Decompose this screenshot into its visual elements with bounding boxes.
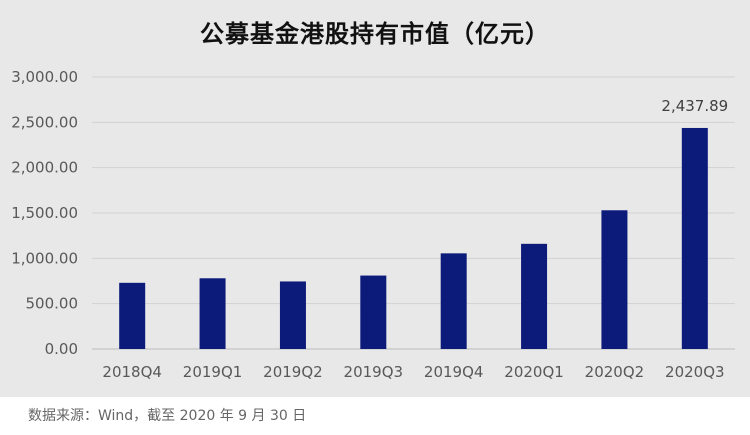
y-tick-label: 2,500.00 [11,113,78,131]
x-tick-label: 2019Q2 [263,363,323,381]
bar [119,282,146,349]
x-tick-label: 2020Q1 [504,363,564,381]
bar [440,253,467,349]
bar [199,278,226,349]
x-tick-label: 2019Q1 [183,363,243,381]
y-tick-label: 1,000.00 [11,249,78,267]
y-tick-label: 2,000.00 [11,159,78,177]
y-tick-label: 1,500.00 [11,204,78,222]
y-tick-label: 3,000.00 [11,68,78,86]
bar [279,281,306,349]
y-tick-label: 0.00 [45,340,78,358]
bar [601,210,628,349]
x-tick-label: 2018Q4 [102,363,162,381]
x-tick-label: 2019Q4 [424,363,484,381]
x-tick-label: 2020Q2 [585,363,645,381]
chart-title: 公募基金港股持有市值（亿元） [200,20,550,48]
bar [521,243,548,349]
bar [681,127,708,350]
x-tick-label: 2019Q3 [344,363,404,381]
data-label: 2,437.89 [661,97,728,115]
x-tick-label: 2020Q3 [665,363,725,381]
source-note: 数据来源：Wind，截至 2020 年 9 月 30 日 [28,408,307,424]
bar-chart: 0.00 500.00 1,000.00 1,500.00 2,000.00 2,500.… [11,68,735,381]
bar [360,275,387,349]
y-tick-label: 500.00 [26,295,79,313]
